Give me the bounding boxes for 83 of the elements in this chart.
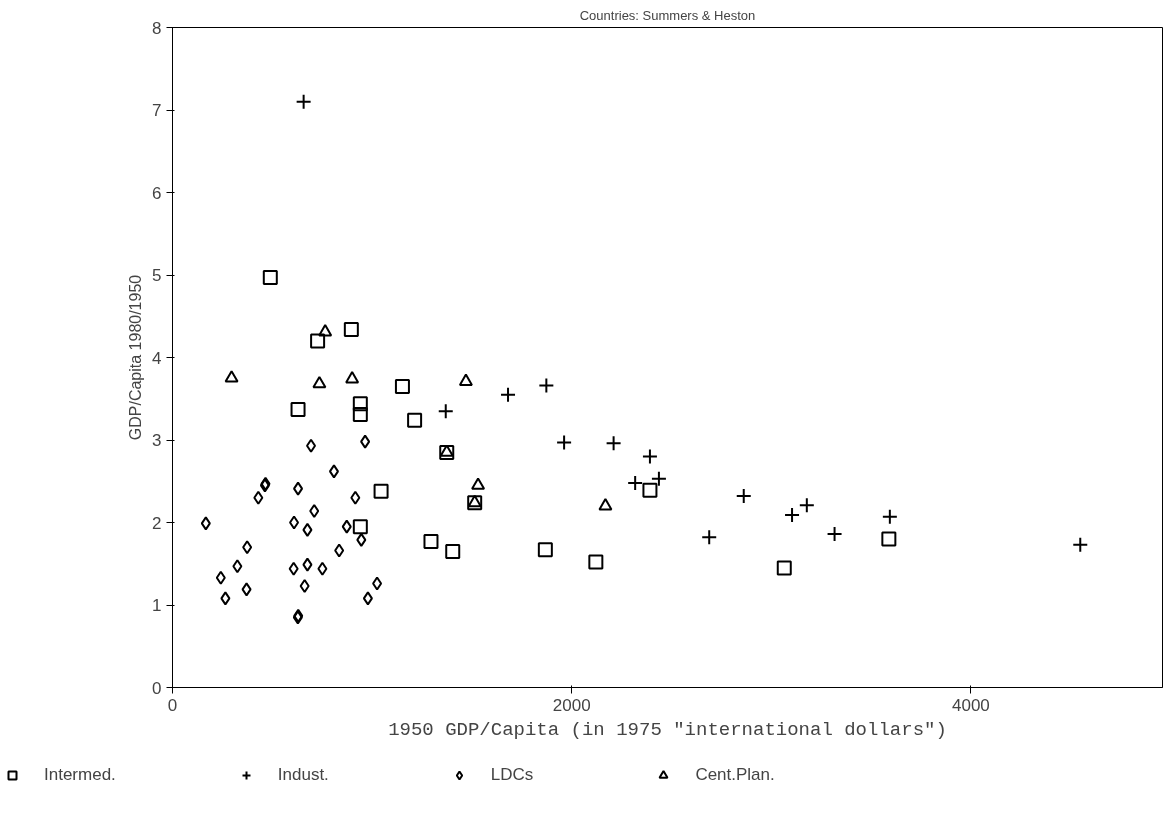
point — [302, 557, 313, 572]
point — [372, 576, 383, 591]
point — [309, 503, 320, 518]
legend-label: LDCs — [490, 765, 534, 785]
point — [798, 497, 815, 514]
x-tick-label: 2000 — [552, 695, 591, 715]
point — [598, 498, 613, 511]
legend-label: Indust. — [277, 765, 329, 785]
point — [224, 370, 239, 383]
point — [776, 560, 792, 576]
point — [343, 321, 359, 337]
point — [262, 269, 278, 285]
point — [232, 559, 243, 574]
point — [299, 579, 310, 594]
point — [701, 529, 718, 546]
point — [641, 448, 658, 465]
y-tick-label: 5 — [152, 266, 162, 285]
point — [500, 386, 517, 403]
point — [556, 434, 573, 451]
point — [306, 438, 317, 453]
point — [735, 488, 752, 505]
point — [588, 554, 604, 570]
point — [312, 375, 327, 389]
point — [310, 333, 326, 349]
y-axis-title: GDP/Capita 1980/1950 — [127, 274, 145, 441]
point — [627, 474, 644, 491]
point — [253, 490, 264, 505]
y-tick-label: 6 — [152, 183, 162, 203]
point — [241, 582, 252, 597]
point — [345, 371, 360, 384]
point — [350, 490, 361, 505]
point — [642, 482, 658, 498]
point — [360, 434, 371, 449]
point — [437, 403, 454, 420]
point — [881, 531, 897, 547]
y-tick-label: 1 — [152, 596, 162, 615]
point — [302, 522, 313, 537]
point — [318, 324, 333, 337]
point — [295, 93, 312, 110]
point — [200, 516, 211, 531]
point — [334, 543, 345, 558]
point — [423, 533, 439, 549]
point — [881, 508, 898, 525]
point — [373, 483, 389, 499]
legend-label: Intermed. — [44, 765, 116, 785]
point — [289, 515, 300, 530]
x-tick-label: 4000 — [951, 695, 990, 715]
y-tick-label: 0 — [152, 678, 162, 698]
point — [537, 542, 553, 558]
point — [458, 373, 473, 386]
y-tick-label: 4 — [152, 348, 162, 368]
point — [1072, 536, 1089, 553]
point — [352, 396, 368, 412]
point — [362, 591, 373, 606]
y-tick-label: 3 — [152, 431, 162, 450]
point — [288, 561, 299, 576]
point — [650, 470, 667, 487]
point — [784, 507, 801, 524]
y-tick-label: 8 — [152, 18, 162, 38]
point — [242, 540, 253, 555]
legend-label: Cent.Plan. — [695, 765, 775, 785]
x-axis-title: 1950 GDP/Capita (in 1975 "international dollars") — [388, 718, 947, 741]
point — [341, 519, 352, 534]
point — [356, 532, 367, 547]
point — [290, 401, 306, 417]
point — [352, 519, 368, 535]
point — [407, 412, 423, 428]
point — [826, 526, 843, 543]
point — [352, 406, 368, 422]
point — [394, 378, 410, 394]
point — [538, 377, 555, 394]
point — [220, 591, 231, 606]
y-tick-label: 2 — [152, 513, 162, 533]
chart-title: Countries: Summers & Heston — [579, 7, 756, 23]
y-tick-label: 7 — [152, 101, 162, 120]
point — [328, 464, 339, 479]
point — [471, 477, 486, 490]
x-tick-label: 0 — [167, 695, 178, 715]
point — [317, 561, 328, 576]
point — [293, 481, 304, 496]
point — [215, 570, 226, 585]
point — [445, 543, 461, 559]
point — [605, 435, 622, 452]
